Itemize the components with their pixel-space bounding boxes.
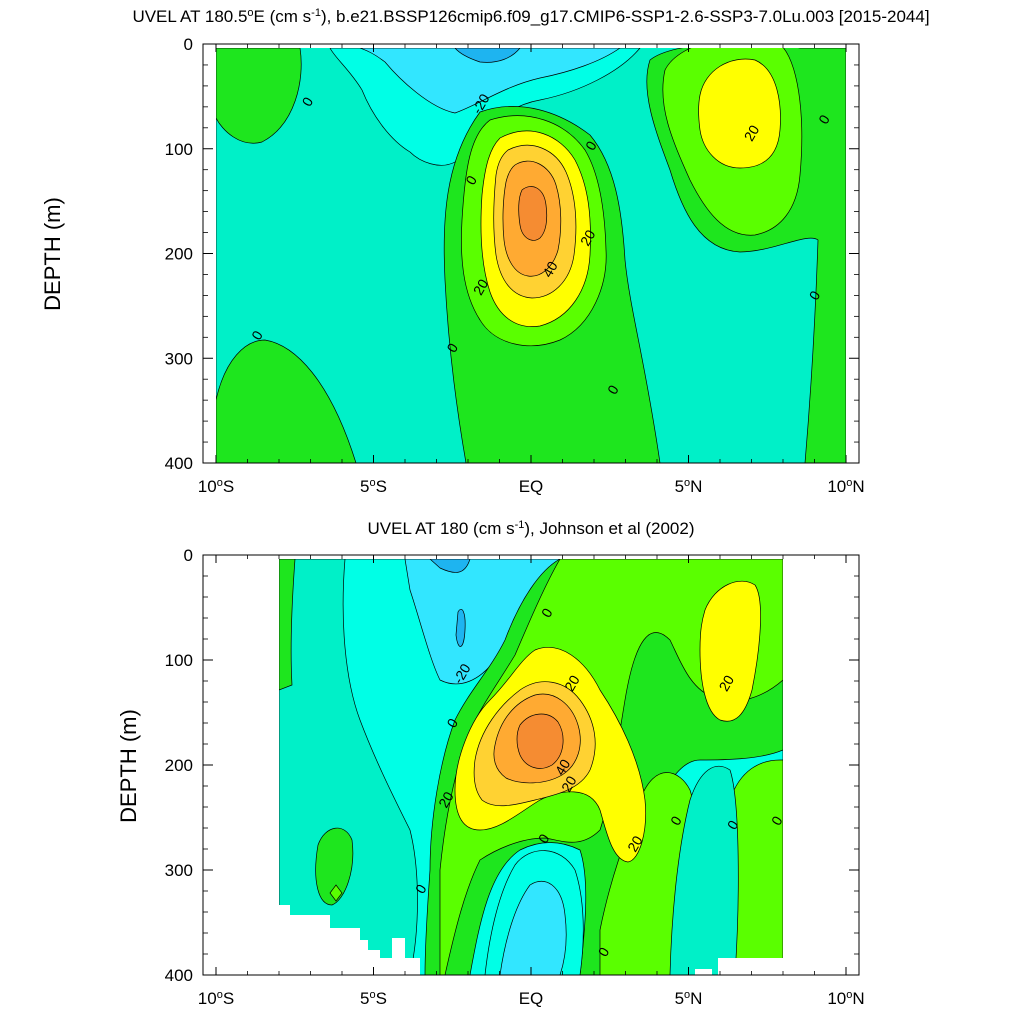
y-tick-label: 0 (184, 35, 193, 54)
contour-label: 20 (577, 227, 599, 249)
y-tick-label: 400 (165, 966, 193, 985)
contour-region-zero-east (669, 765, 739, 975)
contour-region-pos0-south (216, 339, 357, 463)
chart-panel-2: UVEL AT 180 (cm s-1), Johnson et al (200… (116, 519, 865, 1008)
contour-label: 20 (741, 122, 763, 144)
x-tick-label: 5oS (360, 989, 387, 1008)
x-axis-2: 10oS 5oS EQ 5oN 10oN (198, 555, 865, 1008)
x-tick-label: 10oS (198, 477, 234, 496)
y-axis-label-1: DEPTH (m) (40, 197, 65, 311)
chart-title-2: UVEL AT 180 (cm s-1), Johnson et al (200… (368, 519, 695, 538)
chart-panel-1: UVEL AT 180.5oE (cm s-1), b.e21.BSSP126c… (40, 7, 930, 496)
x-tick-label: 10oN (827, 989, 864, 1008)
x-tick-label: 10oN (827, 477, 864, 496)
contour-region-neg20 (359, 47, 622, 114)
missing-data-mask-se (695, 969, 712, 975)
x-tick-label: EQ (519, 989, 544, 1008)
contour-label: 20 (715, 672, 737, 694)
contour-label: 40 (539, 258, 561, 280)
x-tick-label: 10oS (198, 989, 234, 1008)
y-tick-label: 200 (165, 245, 193, 264)
contour-region-neg20-south (499, 880, 567, 975)
contour-region-pos0 (216, 47, 302, 144)
contour-region-pos20-north (698, 58, 781, 169)
y-axis-label-2: DEPTH (m) (116, 709, 141, 823)
contour-fill-2 (279, 559, 783, 975)
contour-region-pos0-sw (315, 827, 354, 906)
x-tick-label: 5oN (675, 989, 703, 1008)
contour-label: 20 (558, 773, 580, 795)
contour-label: 20 (435, 789, 457, 811)
contour-region-neg30 (454, 47, 521, 63)
x-tick-label: 5oN (675, 477, 703, 496)
y-axis-2: 0 100 200 300 400 (165, 546, 859, 985)
y-tick-label: 0 (184, 546, 193, 565)
chart-title-1: UVEL AT 180.5oE (cm s-1), b.e21.BSSP126c… (132, 7, 929, 26)
x-tick-label: 5oS (360, 477, 387, 496)
contour-region-neg30b (455, 608, 466, 647)
missing-data-mask (279, 905, 420, 975)
y-tick-label: 300 (165, 861, 193, 880)
contour-label: 20 (561, 672, 583, 694)
y-tick-label: 300 (165, 349, 193, 368)
contour-region-pos20-east (699, 580, 761, 722)
x-axis-1: 10oS 5oS EQ 5oN 10oN (198, 44, 865, 496)
contour-region-pos50 (516, 713, 564, 769)
contour-label: 20 (624, 833, 646, 855)
missing-data-mask-e (718, 958, 783, 975)
contour-label: 40 (552, 756, 574, 778)
y-tick-label: 100 (165, 651, 193, 670)
contour-region-neg30a (429, 559, 471, 573)
y-tick-label: 400 (165, 454, 193, 473)
y-tick-label: 200 (165, 756, 193, 775)
contour-region-pos50 (518, 186, 548, 241)
contour-label: 20 (470, 276, 492, 298)
contour-region-zero-west (279, 559, 418, 975)
contour-region-pos10-sw (329, 884, 343, 902)
y-axis-1: 0 100 200 300 400 (165, 35, 859, 473)
contour-region-pos0-west (279, 559, 296, 691)
y-tick-label: 100 (165, 140, 193, 159)
x-tick-label: EQ (519, 477, 544, 496)
